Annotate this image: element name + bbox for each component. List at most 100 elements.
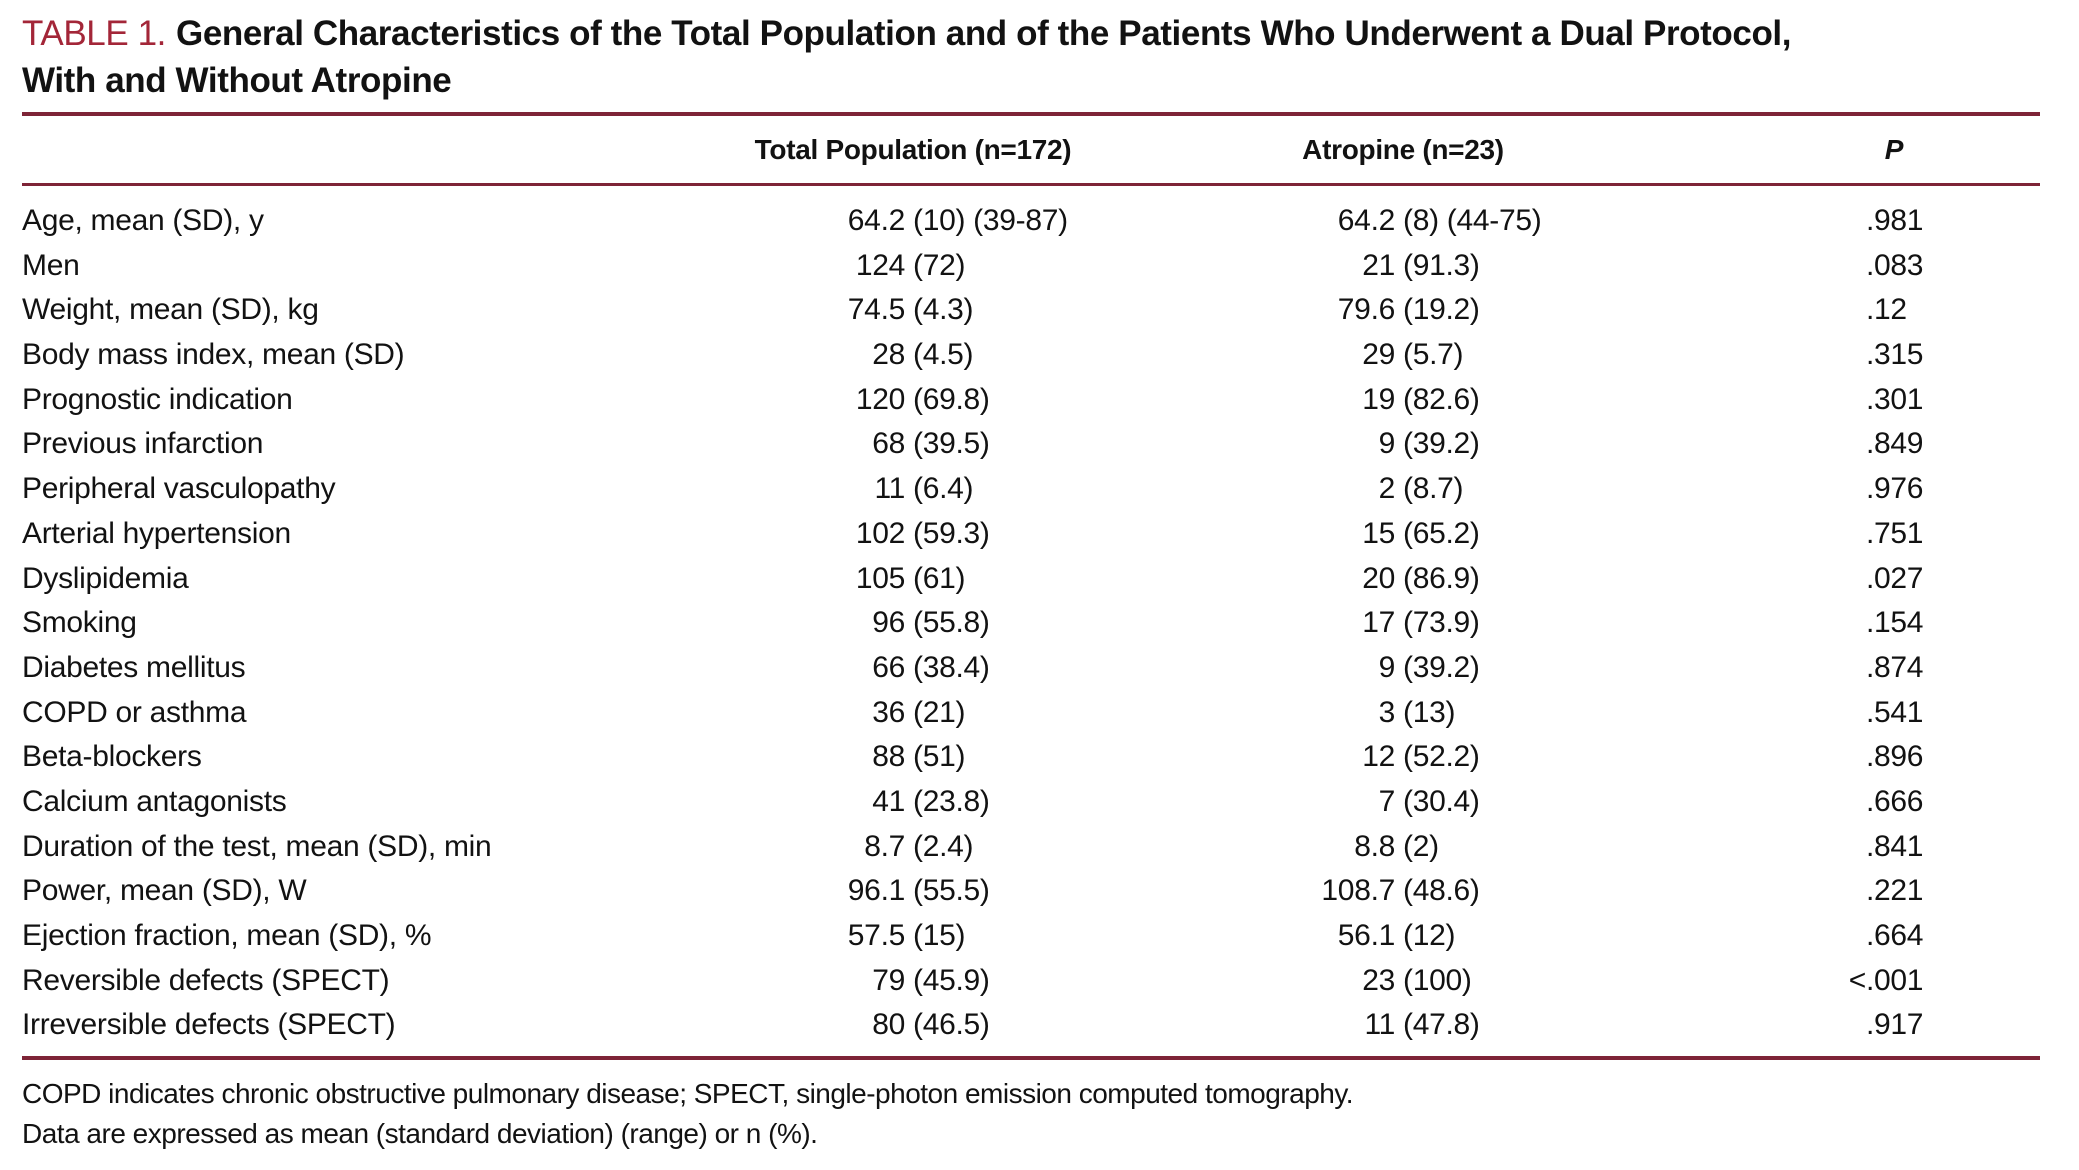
- total-population-value: 36: [872, 695, 905, 729]
- total-population-value: 88: [872, 740, 905, 774]
- column-header-p-value: P: [1884, 134, 1904, 165]
- row-label: Calcium antagonists: [22, 784, 287, 818]
- table-title-line1: General Characteristics of the Total Pop…: [176, 14, 1792, 53]
- table-row: Weight, mean (SD), kg 74.5 (4.3) 79.6 (1…: [22, 288, 2040, 333]
- table-row: Prognostic indication 120 (69.8) 19 (82.…: [22, 378, 2040, 423]
- p-value: .841: [1866, 829, 1924, 863]
- table-row: Peripheral vasculopathy 11 (6.4) 2 (8.7)…: [22, 467, 2040, 512]
- atropine-value: 23: [1362, 963, 1395, 997]
- atropine-parenthetical: (91.3): [1403, 248, 1480, 282]
- total-population-value: 74.5: [847, 293, 906, 327]
- atropine-value: 15: [1362, 516, 1395, 550]
- p-value: .981: [1866, 204, 1924, 237]
- total-population-parenthetical: (4.5): [913, 338, 974, 372]
- row-label: Arterial hypertension: [22, 516, 291, 550]
- p-value: .315: [1866, 338, 1924, 372]
- total-population-parenthetical: (10) (39-87): [913, 204, 1068, 237]
- atropine-value: 12: [1362, 740, 1395, 774]
- total-population-value: 96.1: [847, 874, 906, 908]
- table-row: Smoking 96 (55.8) 17 (73.9) .154: [22, 601, 2040, 646]
- atropine-parenthetical: (52.2): [1403, 740, 1480, 774]
- table-title: TABLE 1. General Characteristics of the T…: [22, 10, 2052, 104]
- p-value: .664: [1866, 919, 1924, 952]
- total-population-value: 11: [874, 472, 905, 506]
- atropine-value: 20: [1362, 561, 1395, 595]
- table-row: Power, mean (SD), W 96.1 (55.5) 108.7 (4…: [22, 869, 2040, 914]
- total-population-value: 96: [872, 606, 905, 640]
- atropine-value: 7: [1378, 784, 1396, 818]
- p-value-prefix: <: [1848, 963, 1867, 997]
- p-value: .154: [1866, 606, 1924, 640]
- row-label: Smoking: [22, 606, 137, 640]
- atropine-parenthetical: (8.7): [1403, 472, 1464, 506]
- atropine-value: 108.7: [1321, 874, 1395, 908]
- table-row: Reversible defects (SPECT) 79 (45.9) 23 …: [22, 959, 2040, 1004]
- total-population-parenthetical: (69.8): [913, 382, 990, 416]
- atropine-parenthetical: (13): [1403, 695, 1456, 729]
- column-header-total-population: Total Population (n=172): [754, 134, 1072, 165]
- total-population-value: 68: [872, 427, 905, 461]
- total-population-parenthetical: (45.9): [913, 963, 990, 997]
- total-population-value: 102: [855, 516, 905, 550]
- total-population-value: 64.2: [847, 204, 906, 237]
- row-label: Men: [22, 248, 80, 282]
- p-value: .751: [1866, 516, 1924, 550]
- total-population-parenthetical: (6.4): [913, 472, 974, 506]
- row-label: Previous infarction: [22, 427, 264, 461]
- table-row: Age, mean (SD), y 64.2 (10) (39-87) 64.2…: [22, 199, 2040, 244]
- p-value: .001: [1866, 963, 1924, 997]
- row-label: Peripheral vasculopathy: [22, 472, 336, 506]
- total-population-parenthetical: (51): [913, 740, 966, 774]
- table-top-rule: [22, 112, 2040, 116]
- table-row: COPD or asthma 36 (21) 3 (13) .541: [22, 691, 2040, 736]
- atropine-value: 9: [1378, 650, 1396, 684]
- atropine-value: 29: [1362, 338, 1395, 372]
- table-title-line2: With and Without Atropine: [22, 61, 452, 100]
- p-value: .221: [1866, 874, 1924, 908]
- table-body: Age, mean (SD), y 64.2 (10) (39-87) 64.2…: [22, 199, 2040, 1048]
- table-row: Diabetes mellitus 66 (38.4) 9 (39.2) .87…: [22, 646, 2040, 691]
- p-value: .917: [1866, 1008, 1924, 1042]
- table-header-rule: [22, 183, 2040, 186]
- row-label: Diabetes mellitus: [22, 650, 246, 684]
- total-population-parenthetical: (72): [913, 248, 966, 282]
- total-population-value: 80: [872, 1008, 905, 1042]
- atropine-parenthetical: (2): [1403, 829, 1439, 863]
- total-population-value: 41: [872, 784, 905, 818]
- row-label: Ejection fraction, mean (SD), %: [22, 919, 432, 952]
- atropine-value: 21: [1362, 248, 1395, 282]
- footnote-abbreviations: COPD indicates chronic obstructive pulmo…: [22, 1078, 1354, 1109]
- total-population-parenthetical: (38.4): [913, 650, 990, 684]
- total-population-parenthetical: (39.5): [913, 427, 990, 461]
- p-value: .027: [1866, 561, 1924, 595]
- atropine-value: 3: [1378, 695, 1396, 729]
- atropine-parenthetical: (39.2): [1403, 427, 1480, 461]
- table-row: Irreversible defects (SPECT) 80 (46.5) 1…: [22, 1003, 2040, 1048]
- p-value: .896: [1866, 740, 1924, 774]
- p-value: .666: [1866, 784, 1924, 818]
- atropine-value: 17: [1362, 606, 1395, 640]
- table-bottom-rule: [22, 1056, 2040, 1060]
- column-header-atropine: Atropine (n=23): [1302, 134, 1504, 165]
- atropine-parenthetical: (65.2): [1403, 516, 1480, 550]
- total-population-value: 66: [872, 650, 905, 684]
- atropine-value: 9: [1378, 427, 1396, 461]
- atropine-value: 56.1: [1337, 919, 1396, 952]
- p-value: .12: [1866, 293, 1907, 327]
- table-number-label: TABLE 1.: [22, 14, 166, 53]
- row-label: Weight, mean (SD), kg: [22, 293, 319, 327]
- total-population-parenthetical: (4.3): [913, 293, 974, 327]
- row-label: Irreversible defects (SPECT): [22, 1008, 396, 1042]
- table-row: Men 124 (72) 21 (91.3) .083: [22, 244, 2040, 289]
- total-population-parenthetical: (21): [913, 695, 966, 729]
- table-row: Ejection fraction, mean (SD), % 57.5 (15…: [22, 914, 2040, 959]
- total-population-value: 79: [872, 963, 905, 997]
- atropine-parenthetical: (19.2): [1403, 293, 1480, 327]
- atropine-parenthetical: (48.6): [1403, 874, 1480, 908]
- atropine-parenthetical: (39.2): [1403, 650, 1480, 684]
- total-population-value: 57.5: [847, 919, 906, 952]
- atropine-parenthetical: (12): [1403, 919, 1456, 952]
- total-population-parenthetical: (61): [913, 561, 966, 595]
- table-row: Dyslipidemia 105 (61) 20 (86.9) .027: [22, 557, 2040, 602]
